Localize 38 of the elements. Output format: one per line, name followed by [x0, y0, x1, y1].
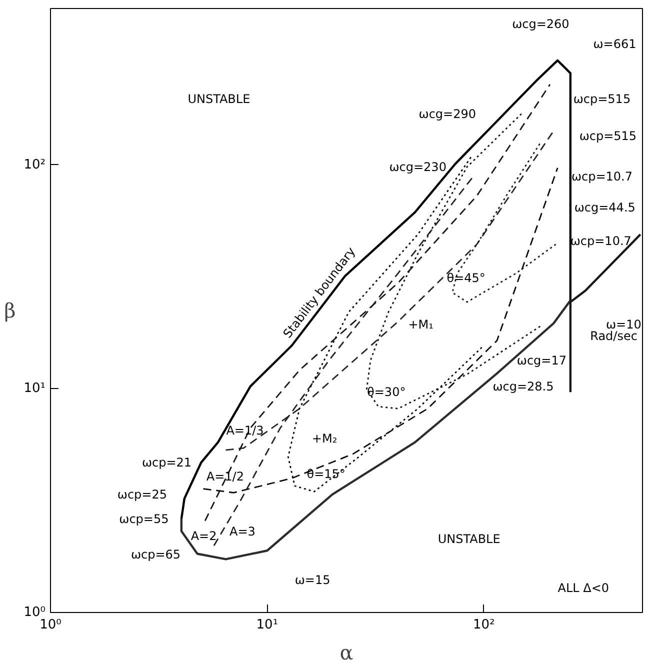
annotation: ω=661	[593, 37, 636, 51]
annotation: UNSTABLE	[188, 92, 250, 106]
annotation: A=1/3	[226, 424, 264, 438]
x-axis-title: α	[340, 640, 354, 664]
annotation: ω=10	[606, 317, 642, 332]
annotation: ωcp=10.7	[570, 234, 632, 248]
annotation: ω=15	[294, 572, 330, 587]
annotation: ωcp=10.7	[571, 169, 632, 184]
annotation: +M₁	[408, 317, 434, 332]
annotation: θ=30°	[367, 385, 406, 400]
annotation: ωcg=290	[418, 106, 476, 121]
annotation: ωcg=44.5	[574, 200, 636, 214]
annotation: ωcg=230	[389, 160, 446, 174]
x-tick-label: 10¹	[256, 618, 278, 632]
annotation: ωcp=515	[573, 92, 631, 106]
y-axis-title: β	[4, 298, 16, 322]
annotation: UNSTABLE	[438, 532, 500, 546]
annotation: ωcp=55	[119, 512, 169, 526]
annotation: ωcp=25	[117, 487, 167, 502]
annotation: ALL Δ<0	[558, 580, 610, 595]
annotation: ωcp=65	[130, 547, 181, 562]
annotation: ωcg=260	[512, 16, 570, 31]
annotation: +M₂	[312, 432, 338, 446]
annotation: ωcp=515	[579, 128, 637, 143]
y-tick-label: 10¹	[24, 381, 46, 396]
annotation: A=1/2	[206, 470, 244, 484]
annotation: θ=45°	[446, 270, 486, 285]
y-tick-label: 10⁰	[24, 605, 46, 620]
annotation: A=2	[190, 528, 217, 543]
annotation: ωcp=21	[142, 456, 192, 470]
annotation: Rad/sec	[590, 329, 638, 343]
y-tick-label: 10²	[24, 157, 46, 172]
annotation: ωcg=28.5	[492, 379, 554, 394]
annotation: A=3	[229, 524, 256, 539]
x-tick-label: 10²	[472, 618, 495, 632]
annotation: ωcg=17	[516, 353, 567, 368]
annotation: θ=15°	[306, 467, 346, 482]
x-tick-label: 10⁰	[40, 618, 62, 632]
